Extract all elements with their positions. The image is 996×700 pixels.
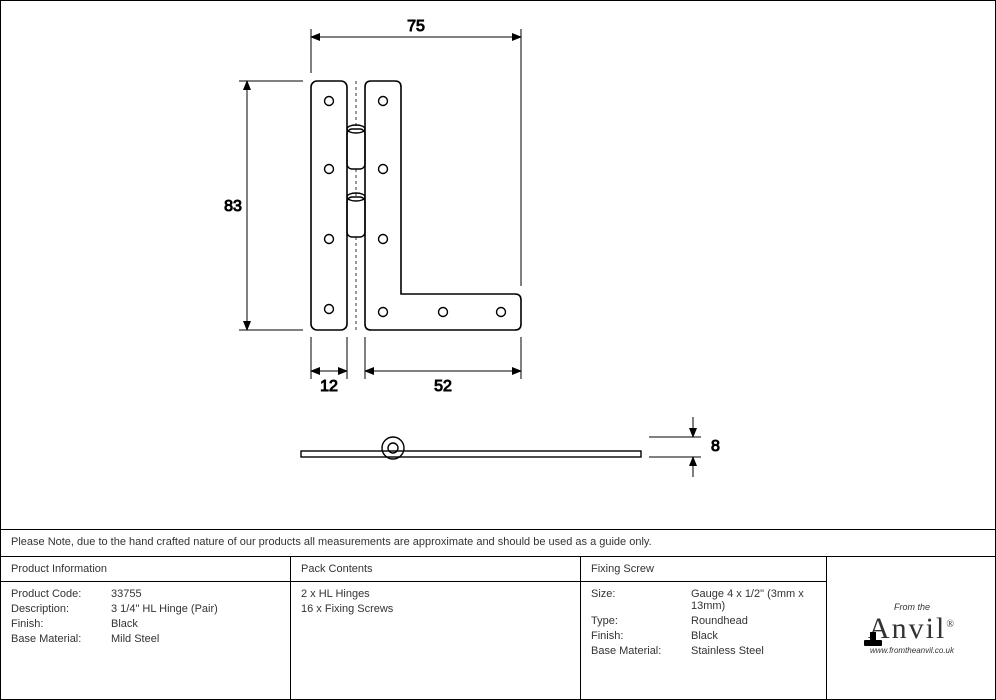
info-row: Product Information Product Code: 33755 … — [1, 557, 996, 700]
brand-logo: From the Anvil® www.fromtheanvil.co.uk — [868, 602, 956, 655]
fs-finish-value: Black — [691, 630, 718, 642]
screw-hole — [497, 308, 506, 317]
pack-header: Pack Contents — [291, 557, 580, 582]
screw-hole — [325, 235, 334, 244]
pack-contents-col: Pack Contents 2 x HL Hinges 16 x Fixing … — [291, 557, 581, 700]
brand-col: From the Anvil® www.fromtheanvil.co.uk — [827, 557, 996, 700]
code-value: 33755 — [111, 588, 142, 600]
brand-from: From the — [868, 602, 956, 612]
svg-text:8: 8 — [711, 438, 720, 455]
dim-83: 83 — [224, 81, 303, 330]
fs-size-value: Gauge 4 x 1/2" (3mm x 13mm) — [691, 588, 816, 612]
screw-hole — [325, 305, 334, 314]
hinge-knuckle — [347, 81, 365, 330]
left-leaf — [311, 81, 347, 330]
screw-hole — [379, 165, 388, 174]
fs-base-label: Base Material: — [591, 645, 691, 657]
dim-12: 12 — [311, 337, 347, 395]
dim-8: 8 — [649, 417, 720, 477]
dim-52: 52 — [365, 337, 521, 395]
screw-hole — [325, 97, 334, 106]
fs-type-value: Roundhead — [691, 615, 748, 627]
page-frame: 75 83 12 52 — [0, 0, 996, 700]
technical-drawing: 75 83 12 52 — [1, 1, 996, 529]
right-leaf-L — [365, 81, 521, 330]
finish-label: Finish: — [11, 618, 111, 630]
screw-hole — [325, 165, 334, 174]
base-label: Base Material: — [11, 633, 111, 645]
dim-75: 75 — [311, 18, 521, 286]
screw-hole — [379, 235, 388, 244]
product-info-header: Product Information — [1, 557, 290, 582]
fs-type-label: Type: — [591, 615, 691, 627]
note-bar: Please Note, due to the hand crafted nat… — [1, 529, 996, 557]
svg-text:12: 12 — [320, 378, 338, 395]
fs-finish-label: Finish: — [591, 630, 691, 642]
pack-line2: 16 x Fixing Screws — [301, 603, 393, 615]
note-text: Please Note, due to the hand crafted nat… — [11, 536, 652, 548]
svg-text:83: 83 — [224, 198, 242, 215]
brand-name: Anvil® — [868, 612, 956, 646]
fs-size-label: Size: — [591, 588, 691, 612]
desc-label: Description: — [11, 603, 111, 615]
desc-value: 3 1/4" HL Hinge (Pair) — [111, 603, 218, 615]
pack-line1: 2 x HL Hinges — [301, 588, 370, 600]
fs-base-value: Stainless Steel — [691, 645, 764, 657]
side-view — [301, 437, 641, 459]
base-value: Mild Steel — [111, 633, 159, 645]
code-label: Product Code: — [11, 588, 111, 600]
fixing-screw-col: Fixing Screw Size: Gauge 4 x 1/2" (3mm x… — [581, 557, 827, 700]
product-info-col: Product Information Product Code: 33755 … — [1, 557, 291, 700]
screw-hole — [439, 308, 448, 317]
svg-text:75: 75 — [407, 18, 425, 35]
fixing-header: Fixing Screw — [581, 557, 826, 582]
finish-value: Black — [111, 618, 138, 630]
screw-hole — [379, 97, 388, 106]
svg-text:52: 52 — [434, 378, 452, 395]
screw-hole — [379, 308, 388, 317]
